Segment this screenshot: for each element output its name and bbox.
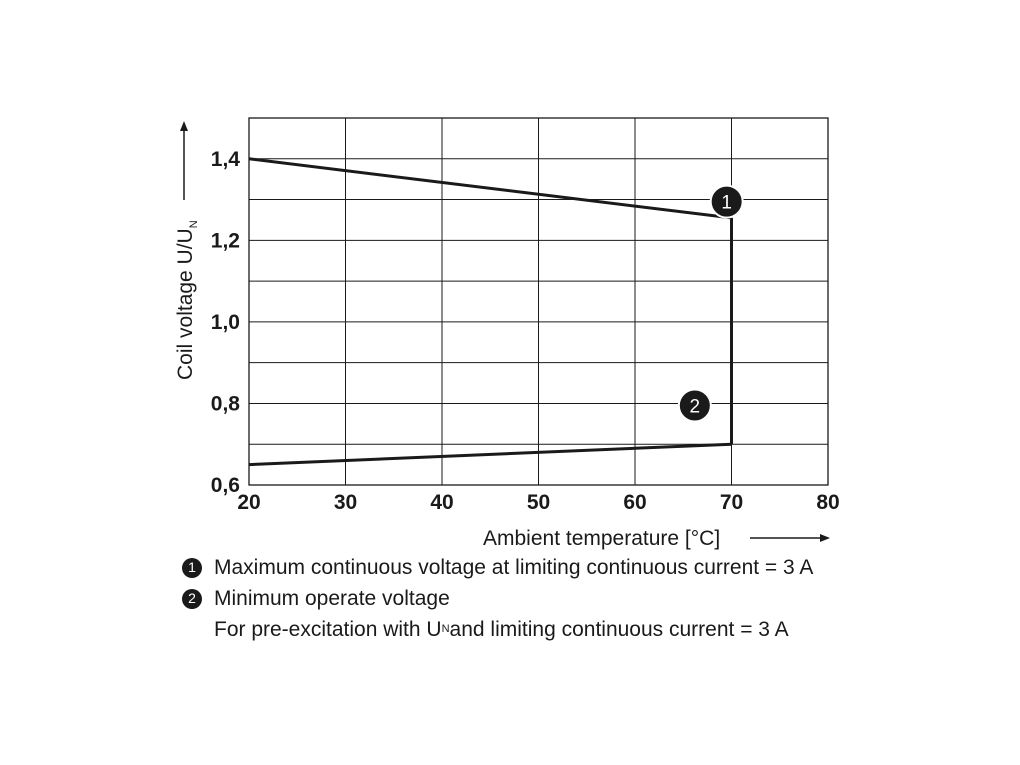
y-axis-label: Coil voltage U/UN bbox=[174, 220, 200, 380]
x-tick-label: 20 bbox=[237, 491, 260, 514]
y-tick-label: 1,4 bbox=[211, 148, 241, 171]
legend-note-subscript: N bbox=[441, 623, 450, 635]
x-tick-label: 60 bbox=[623, 491, 646, 514]
series-markers: 12 bbox=[677, 184, 744, 423]
y-tick-labels: 0,6 0,8 1,0 1,2 1,4 bbox=[211, 148, 241, 497]
y-axis-label-subscript: N bbox=[188, 220, 200, 228]
legend-note-suffix: and limiting continuous current = 3 A bbox=[449, 618, 789, 641]
series-line-1 bbox=[248, 157, 732, 220]
legend-item-2-text: Minimum operate voltage bbox=[214, 587, 450, 610]
x-tick-label: 40 bbox=[430, 491, 453, 514]
marker-label-2: 2 bbox=[690, 396, 701, 417]
marker-badge-2: 2 bbox=[182, 588, 202, 609]
x-axis-label: Ambient temperature [°C] bbox=[483, 527, 720, 550]
plot-frame bbox=[248, 117, 829, 486]
legend-item-1-text: Maximum continuous voltage at limiting c… bbox=[214, 556, 814, 579]
x-tick-label: 30 bbox=[334, 491, 357, 514]
legend-item-2: 2 Minimum operate voltage bbox=[180, 583, 1000, 614]
legend-note-prefix: For pre-excitation with U bbox=[214, 618, 442, 641]
grid-lines bbox=[249, 118, 828, 485]
marker-circle-2 bbox=[677, 388, 712, 423]
x-tick-label: 50 bbox=[527, 491, 550, 514]
x-tick-label: 70 bbox=[720, 491, 743, 514]
x-tick-labels: 20 30 40 50 60 70 80 bbox=[237, 491, 839, 514]
legend: 1 Maximum continuous voltage at limiting… bbox=[180, 552, 1000, 645]
y-tick-label: 1,2 bbox=[211, 229, 240, 252]
y-tick-label: 0,8 bbox=[211, 392, 241, 415]
marker-badge-1: 1 bbox=[182, 557, 202, 578]
legend-item-1: 1 Maximum continuous voltage at limiting… bbox=[180, 552, 1000, 583]
series-line-2 bbox=[248, 442, 732, 467]
series-lines bbox=[248, 157, 733, 467]
marker-label-1: 1 bbox=[721, 193, 732, 214]
y-tick-label: 1,0 bbox=[211, 311, 240, 334]
x-tick-label: 80 bbox=[816, 491, 839, 514]
marker-circle-1 bbox=[709, 184, 744, 219]
y-tick-label: 0,6 bbox=[211, 474, 240, 497]
